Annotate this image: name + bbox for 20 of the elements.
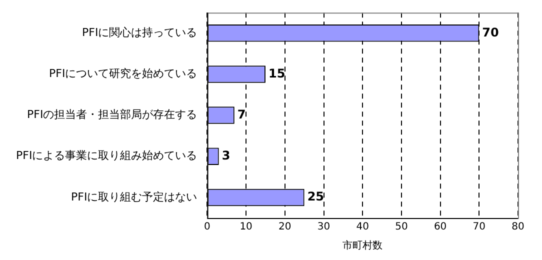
x-tick-label: 80 (512, 222, 524, 233)
x-tick-label: 60 (434, 222, 447, 233)
x-tick-label: 70 (472, 222, 486, 233)
x-axis-title: 市町村数 (342, 240, 383, 252)
x-tick-label: 10 (240, 222, 252, 233)
data-label: 15 (268, 66, 286, 80)
y-tick-label: PFIの担当者・担当部局が存在する (26, 108, 198, 122)
y-tick-label: PFIに取り組む予定はない (70, 190, 198, 204)
data-label: 70 (482, 25, 499, 40)
y-tick-label: PFIについて研究を始めている (48, 67, 198, 80)
data-label: 7 (237, 107, 246, 122)
y-tick-label: PFIに関心は持っている (82, 26, 198, 39)
x-tick-label: 30 (317, 222, 330, 233)
data-label: 3 (222, 148, 230, 163)
x-tick-label: 0 (204, 222, 210, 233)
y-tick-label: PFIによる事業に取り組み始めている (16, 149, 198, 162)
x-tick-label: 20 (278, 222, 292, 233)
x-tick-label: 40 (356, 222, 369, 233)
data-label: 25 (307, 190, 324, 204)
x-tick-label: 50 (395, 222, 408, 233)
